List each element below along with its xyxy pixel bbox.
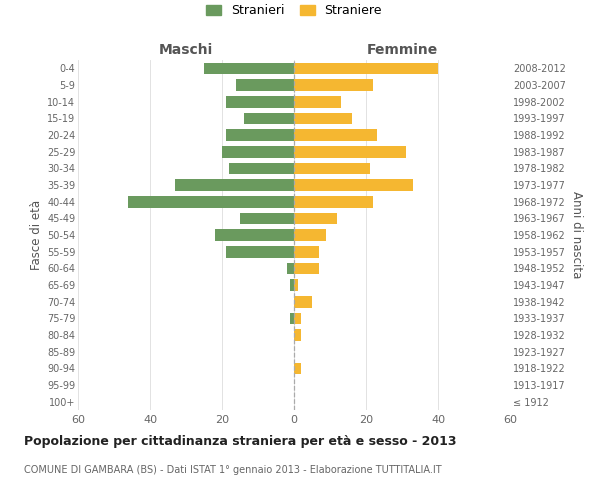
Bar bbox=[294, 246, 319, 258]
Bar bbox=[294, 296, 312, 308]
Bar bbox=[244, 112, 294, 124]
Bar bbox=[290, 279, 294, 291]
Bar bbox=[294, 146, 406, 158]
Bar bbox=[290, 312, 294, 324]
Bar bbox=[240, 212, 294, 224]
Bar bbox=[294, 179, 413, 191]
Bar bbox=[215, 229, 294, 241]
Bar bbox=[294, 112, 352, 124]
Legend: Stranieri, Straniere: Stranieri, Straniere bbox=[201, 0, 387, 22]
Bar bbox=[294, 329, 301, 341]
Text: Maschi: Maschi bbox=[159, 42, 213, 56]
Bar bbox=[294, 229, 326, 241]
Bar bbox=[294, 312, 301, 324]
Bar bbox=[226, 246, 294, 258]
Text: COMUNE DI GAMBARA (BS) - Dati ISTAT 1° gennaio 2013 - Elaborazione TUTTITALIA.IT: COMUNE DI GAMBARA (BS) - Dati ISTAT 1° g… bbox=[24, 465, 442, 475]
Bar bbox=[175, 179, 294, 191]
Text: Popolazione per cittadinanza straniera per età e sesso - 2013: Popolazione per cittadinanza straniera p… bbox=[24, 435, 457, 448]
Bar bbox=[294, 62, 438, 74]
Y-axis label: Anni di nascita: Anni di nascita bbox=[570, 192, 583, 278]
Bar bbox=[204, 62, 294, 74]
Bar bbox=[294, 262, 319, 274]
Y-axis label: Fasce di età: Fasce di età bbox=[29, 200, 43, 270]
Bar bbox=[294, 162, 370, 174]
Bar bbox=[222, 146, 294, 158]
Bar bbox=[294, 96, 341, 108]
Bar bbox=[287, 262, 294, 274]
Text: Femmine: Femmine bbox=[367, 42, 437, 56]
Bar bbox=[128, 196, 294, 207]
Bar bbox=[294, 279, 298, 291]
Bar bbox=[294, 196, 373, 207]
Bar bbox=[294, 212, 337, 224]
Bar bbox=[226, 129, 294, 141]
Bar bbox=[294, 362, 301, 374]
Bar bbox=[229, 162, 294, 174]
Bar bbox=[294, 79, 373, 91]
Bar bbox=[236, 79, 294, 91]
Bar bbox=[294, 129, 377, 141]
Bar bbox=[226, 96, 294, 108]
